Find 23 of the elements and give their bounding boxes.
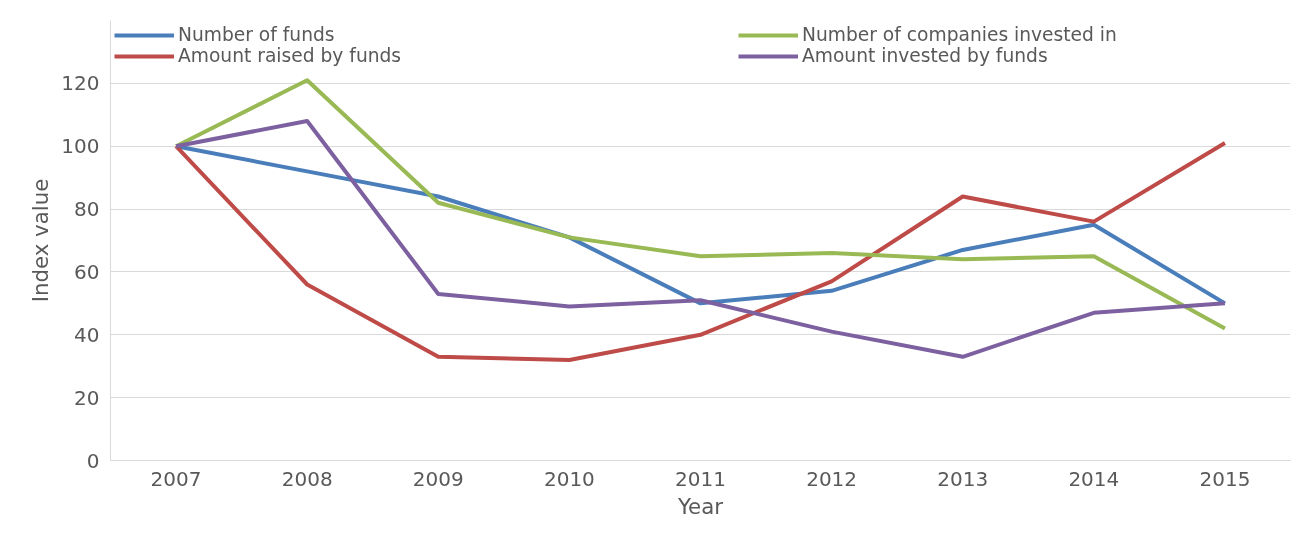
x-tick-label: 2011 — [675, 466, 726, 491]
line-series — [174, 78, 1227, 331]
x-tick-label: 2012 — [806, 466, 858, 491]
legend-label: Number of funds — [178, 24, 336, 45]
y-tick-label: 80 — [74, 197, 100, 222]
x-tick-label: 2009 — [412, 466, 464, 491]
x-tick-label: 2010 — [543, 466, 595, 491]
x-tick-label: 2013 — [937, 466, 989, 491]
x-tick-label: 2008 — [281, 466, 333, 491]
y-tick-label: 60 — [74, 259, 100, 284]
x-tick-label: 2007 — [150, 466, 202, 491]
y-tick-label: 0 — [86, 448, 100, 473]
y-tick-label: 40 — [74, 322, 100, 347]
y-tick-label: 120 — [61, 71, 100, 96]
y-tick-label: 20 — [74, 385, 100, 410]
x-tick-label: 2014 — [1068, 466, 1120, 491]
legend-label: Amount raised by funds — [178, 45, 403, 66]
y-axis-title: Index value — [28, 178, 54, 303]
x-tick-label: 2015 — [1199, 466, 1251, 491]
x-axis-title: Year — [676, 493, 724, 519]
legend-label: Amount invested by funds — [802, 45, 1049, 66]
legend-label: Number of companies invested in — [802, 24, 1118, 45]
y-tick-label: 100 — [61, 134, 100, 159]
